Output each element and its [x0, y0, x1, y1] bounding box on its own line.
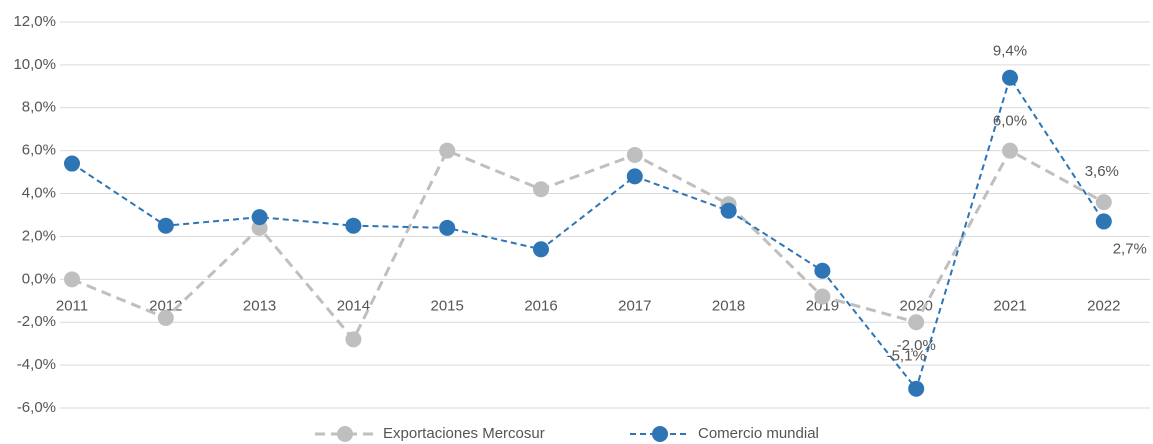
y-tick-label: 2,0%	[22, 227, 56, 244]
x-tick-label: 2020	[900, 297, 933, 314]
x-tick-label: 2022	[1087, 297, 1120, 314]
data-point	[345, 331, 362, 348]
legend-label: Comercio mundial	[698, 425, 819, 442]
data-label: -2,0%	[897, 337, 936, 354]
x-tick-label: 2021	[993, 297, 1026, 314]
data-point	[814, 288, 831, 305]
data-point	[626, 146, 643, 163]
data-point	[533, 241, 549, 258]
series-line	[71, 148, 1105, 343]
y-tick-label: -2,0%	[17, 313, 56, 330]
x-tick-label: 2017	[618, 297, 651, 314]
data-label: 6,0%	[993, 113, 1027, 130]
data-point	[64, 155, 80, 172]
x-tick-label: 2013	[243, 297, 276, 314]
data-point	[157, 217, 174, 234]
data-point	[626, 168, 643, 185]
data-label: -5,1%	[887, 348, 926, 365]
data-point	[345, 217, 362, 234]
data-point	[1095, 213, 1112, 230]
legend-marker	[652, 426, 668, 442]
data-point	[908, 314, 925, 331]
y-tick-label: -6,0%	[17, 399, 56, 416]
legend-item: Exportaciones Mercosur	[315, 425, 545, 442]
data-point	[439, 219, 456, 236]
data-point	[720, 202, 737, 219]
data-label: 2,7%	[1113, 240, 1147, 257]
data-point	[251, 209, 268, 226]
y-tick-label: 0,0%	[22, 270, 56, 287]
data-point	[157, 309, 174, 326]
y-tick-label: 8,0%	[22, 99, 56, 116]
x-tick-label: 2018	[712, 297, 745, 314]
data-label: 3,6%	[1085, 163, 1119, 180]
legend-marker	[337, 426, 353, 442]
legend-label: Exportaciones Mercosur	[383, 425, 545, 442]
y-tick-label: 4,0%	[22, 185, 56, 202]
x-tick-label: 2014	[337, 297, 370, 314]
x-tick-label: 2015	[431, 297, 464, 314]
x-tick-label: 2019	[806, 297, 839, 314]
data-point	[533, 181, 549, 198]
data-point	[1002, 142, 1018, 159]
legend-item: Comercio mundial	[630, 425, 819, 442]
data-label: 9,4%	[993, 43, 1027, 60]
y-tick-label: 10,0%	[13, 56, 56, 73]
data-point	[64, 271, 80, 288]
x-tick-label: 2011	[56, 297, 88, 314]
data-point	[908, 380, 925, 397]
data-point	[439, 142, 456, 159]
y-tick-label: 12,0%	[13, 13, 56, 30]
data-point	[814, 262, 831, 279]
x-tick-label: 2016	[524, 297, 557, 314]
y-tick-label: -4,0%	[17, 356, 56, 373]
data-point	[1095, 194, 1112, 211]
y-tick-label: 6,0%	[22, 142, 56, 159]
series-line	[71, 75, 1105, 391]
data-point	[1002, 69, 1018, 86]
